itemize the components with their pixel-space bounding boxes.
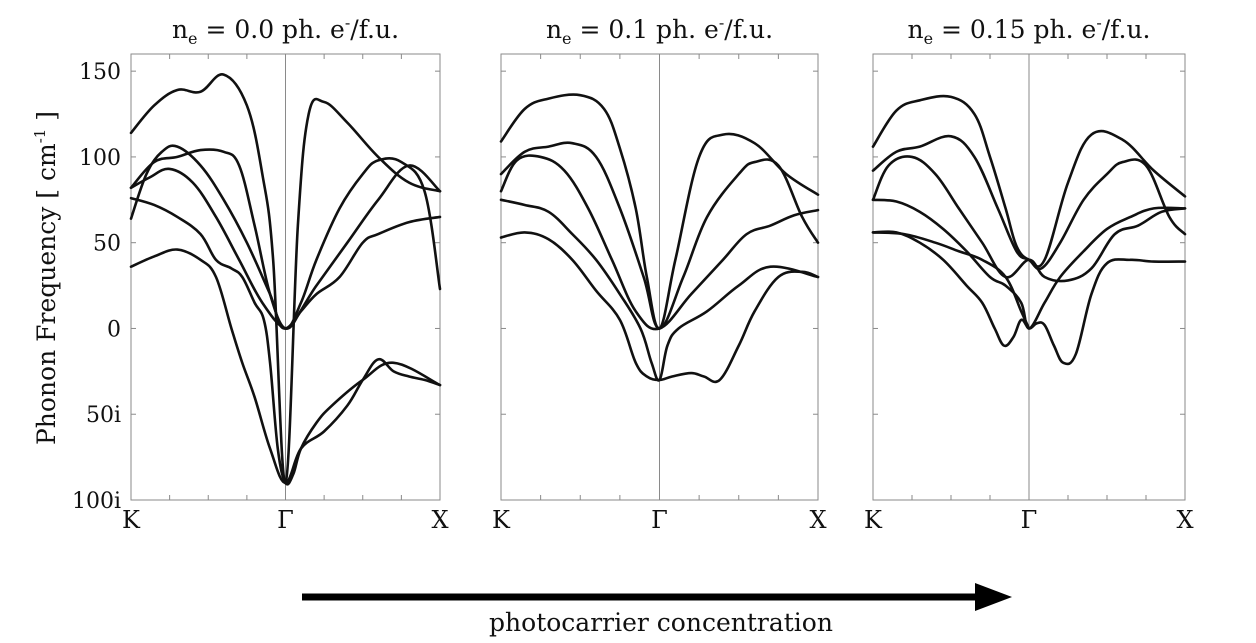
y-tick-label: 100 [79, 146, 121, 171]
panel-title: ne = 0.0 ph. e-/f.u. [172, 13, 399, 48]
phonon-band-2 [871, 134, 1187, 271]
x-tick-label: Γ [277, 506, 294, 534]
x-tick-label: X [1176, 506, 1193, 534]
photocarrier-arrow [302, 583, 1012, 611]
panel-title: ne = 0.1 ph. e-/f.u. [546, 13, 773, 48]
x-tick-label: X [431, 506, 448, 534]
band-panel-3: K Γ Xne = 0.15 ph. e-/f.u. [864, 13, 1194, 534]
x-tick-label: X [809, 506, 826, 534]
phonon-band-1 [871, 94, 1187, 268]
x-tick-label: K [122, 506, 141, 534]
panel-title: ne = 0.15 ph. e-/f.u. [907, 13, 1150, 48]
phonon-band-6 [129, 248, 442, 485]
phonon-band-5 [129, 196, 442, 486]
phonon-band-3 [499, 154, 820, 331]
arrow-label: photocarrier concentration [489, 608, 833, 637]
x-tick-label: K [492, 506, 511, 534]
phonon-band-3 [871, 155, 1187, 283]
x-tick-label: Γ [651, 506, 668, 534]
x-tick-label: K [864, 506, 883, 534]
phonon-band-3 [129, 144, 442, 330]
x-tick-label: Γ [1021, 506, 1038, 534]
y-tick-label: 100i [72, 489, 121, 514]
phonon-band-1 [129, 73, 442, 485]
y-tick-label: 50i [86, 403, 121, 428]
phonon-band-5 [499, 231, 820, 384]
y-tick-label: 0 [107, 317, 121, 342]
phonon-band-6 [871, 231, 1031, 330]
phonon-band-4 [499, 198, 820, 382]
arrow-head [975, 583, 1012, 611]
y-tick-label: 150 [79, 60, 121, 85]
band-panel-2: K Γ Xne = 0.1 ph. e-/f.u. [492, 13, 827, 534]
phonon-band-1 [499, 93, 820, 330]
y-tick-label: 50 [93, 232, 121, 257]
phonon-band-4 [129, 167, 442, 330]
y-axis-label: Phonon Frequency [ cm-1 ] [31, 111, 61, 445]
